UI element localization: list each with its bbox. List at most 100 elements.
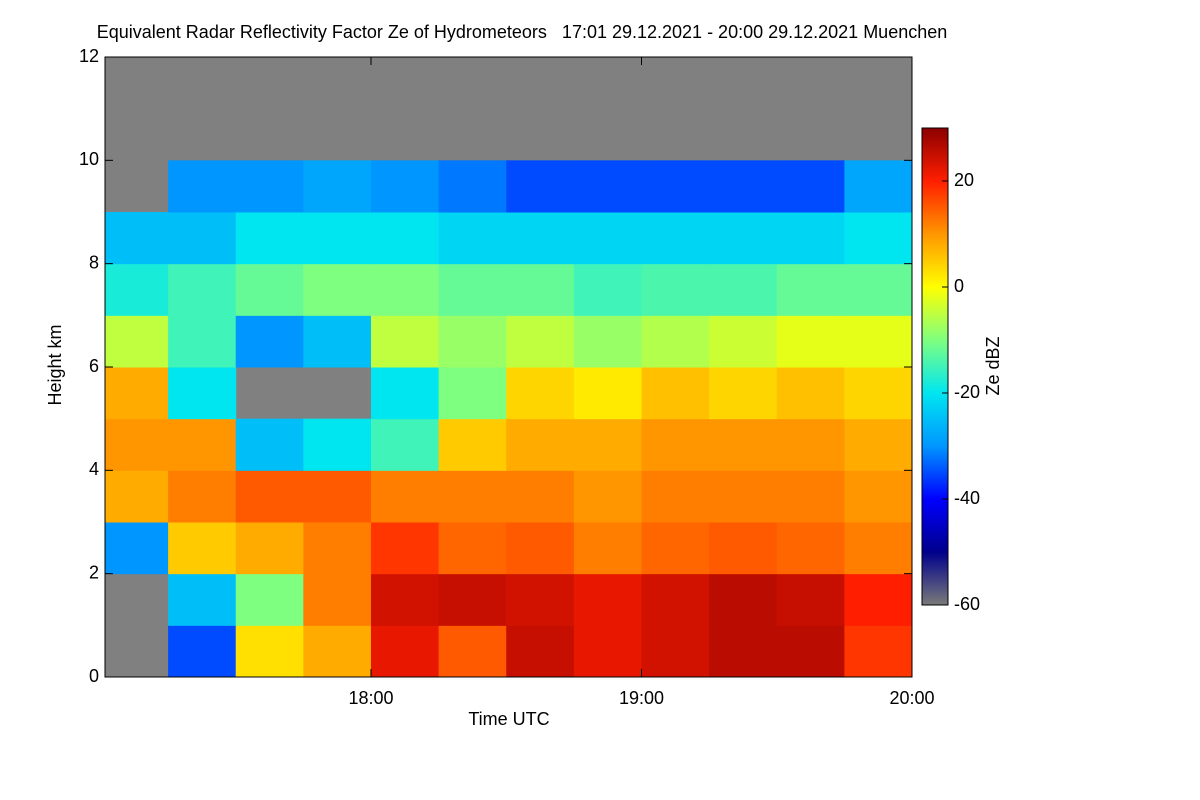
heatmap-cell xyxy=(776,263,845,316)
heatmap-cell xyxy=(235,418,304,471)
heatmap-cell xyxy=(168,522,237,575)
heatmap-cell xyxy=(168,418,237,471)
heatmap-cell xyxy=(776,522,845,575)
heatmap-cell xyxy=(506,470,575,523)
colorbar-tick-label: -60 xyxy=(954,594,980,614)
heatmap-cell xyxy=(709,160,778,213)
heatmap-cell xyxy=(105,418,169,471)
y-tick-label: 0 xyxy=(89,666,99,686)
heatmap-cell xyxy=(506,160,575,213)
heatmap-cell xyxy=(105,470,169,523)
y-tick-label: 4 xyxy=(89,459,99,479)
heatmap-cell xyxy=(506,367,575,420)
heatmap-cell xyxy=(573,367,642,420)
heatmap-cell xyxy=(844,470,913,523)
heatmap-cell xyxy=(641,625,710,678)
y-tick-label: 6 xyxy=(89,356,99,376)
heatmap-cell xyxy=(370,315,440,368)
heatmap-cell xyxy=(776,160,845,213)
heatmap-cell xyxy=(438,418,507,471)
heatmap-cell xyxy=(844,212,913,265)
colorbar-tick-label: -20 xyxy=(954,382,980,402)
heatmap-cell xyxy=(776,315,845,368)
y-tick-label: 12 xyxy=(79,46,99,66)
heatmap-cell xyxy=(168,212,237,265)
heatmap-cell xyxy=(844,418,913,471)
heatmap-cell xyxy=(370,212,440,265)
heatmap-cell xyxy=(303,315,372,368)
heatmap-cell xyxy=(506,315,575,368)
heatmap-cell xyxy=(370,522,440,575)
heatmap-cell xyxy=(303,160,372,213)
heatmap-cell xyxy=(776,470,845,523)
heatmap-cell xyxy=(438,573,507,626)
heatmap-cell xyxy=(105,263,169,316)
heatmap-cell xyxy=(370,625,440,678)
heatmap-cell xyxy=(105,367,169,420)
heatmap-cell xyxy=(438,263,507,316)
heatmap-cell xyxy=(370,263,440,316)
heatmap-cell xyxy=(641,418,710,471)
heatmap-cell xyxy=(168,367,237,420)
heatmap-cell xyxy=(105,212,169,265)
heatmap-cell xyxy=(438,522,507,575)
heatmap-cell xyxy=(709,625,778,678)
heatmap-cell xyxy=(506,212,575,265)
heatmap-cell xyxy=(303,522,372,575)
heatmap-cell xyxy=(573,573,642,626)
heatmap-cell xyxy=(844,625,913,678)
heatmap-cell xyxy=(709,367,778,420)
heatmap-cell xyxy=(641,160,710,213)
heatmap-cell xyxy=(641,212,710,265)
heatmap-cell xyxy=(776,367,845,420)
heatmap-cell xyxy=(506,625,575,678)
heatmap-cell xyxy=(168,160,237,213)
heatmap-cell xyxy=(709,573,778,626)
heatmap-cell xyxy=(235,212,304,265)
colorbar-label: Ze dBZ xyxy=(983,336,1003,395)
colorbar xyxy=(921,127,949,606)
colorbar-tick-label: 0 xyxy=(954,276,964,296)
heatmap-cell xyxy=(370,367,440,420)
heatmap-cell xyxy=(303,212,372,265)
y-tick-label: 10 xyxy=(79,149,99,169)
heatmap-cell xyxy=(709,212,778,265)
heatmap-cell xyxy=(709,263,778,316)
colorbar-tick-label: -40 xyxy=(954,488,980,508)
heatmap-cell xyxy=(168,315,237,368)
heatmap-cell xyxy=(235,160,304,213)
heatmap-cell xyxy=(776,625,845,678)
heatmap-cell xyxy=(776,418,845,471)
heatmap-cell xyxy=(573,522,642,575)
heatmap-cell xyxy=(844,160,913,213)
heatmap-cell xyxy=(573,470,642,523)
heatmap-cell xyxy=(235,315,304,368)
heatmap-cell xyxy=(573,160,642,213)
x-tick-label: 20:00 xyxy=(889,688,934,708)
heatmap-cell xyxy=(844,573,913,626)
heatmap-cell xyxy=(573,625,642,678)
x-tick-label: 19:00 xyxy=(619,688,664,708)
heatmap-cell xyxy=(844,315,913,368)
heatmap-cell xyxy=(641,522,710,575)
heatmap-cell xyxy=(303,573,372,626)
heatmap-cell xyxy=(506,263,575,316)
heatmap-cell xyxy=(235,625,304,678)
heatmap-cell xyxy=(573,418,642,471)
heatmap-cell xyxy=(168,573,237,626)
heatmap-cell xyxy=(438,470,507,523)
heatmap-cell xyxy=(641,367,710,420)
heatmap-cell xyxy=(438,212,507,265)
heatmap-cell xyxy=(709,315,778,368)
heatmap-cell xyxy=(573,315,642,368)
heatmap-cell xyxy=(776,212,845,265)
heatmap-cell xyxy=(370,573,440,626)
heatmap-cell xyxy=(303,418,372,471)
chart-title: Equivalent Radar Reflectivity Factor Ze … xyxy=(97,22,948,42)
heatmap-cell xyxy=(709,522,778,575)
heatmap-cell xyxy=(438,315,507,368)
heatmap-cell xyxy=(303,470,372,523)
heatmap-cell xyxy=(709,418,778,471)
heatmap-cell xyxy=(370,160,440,213)
